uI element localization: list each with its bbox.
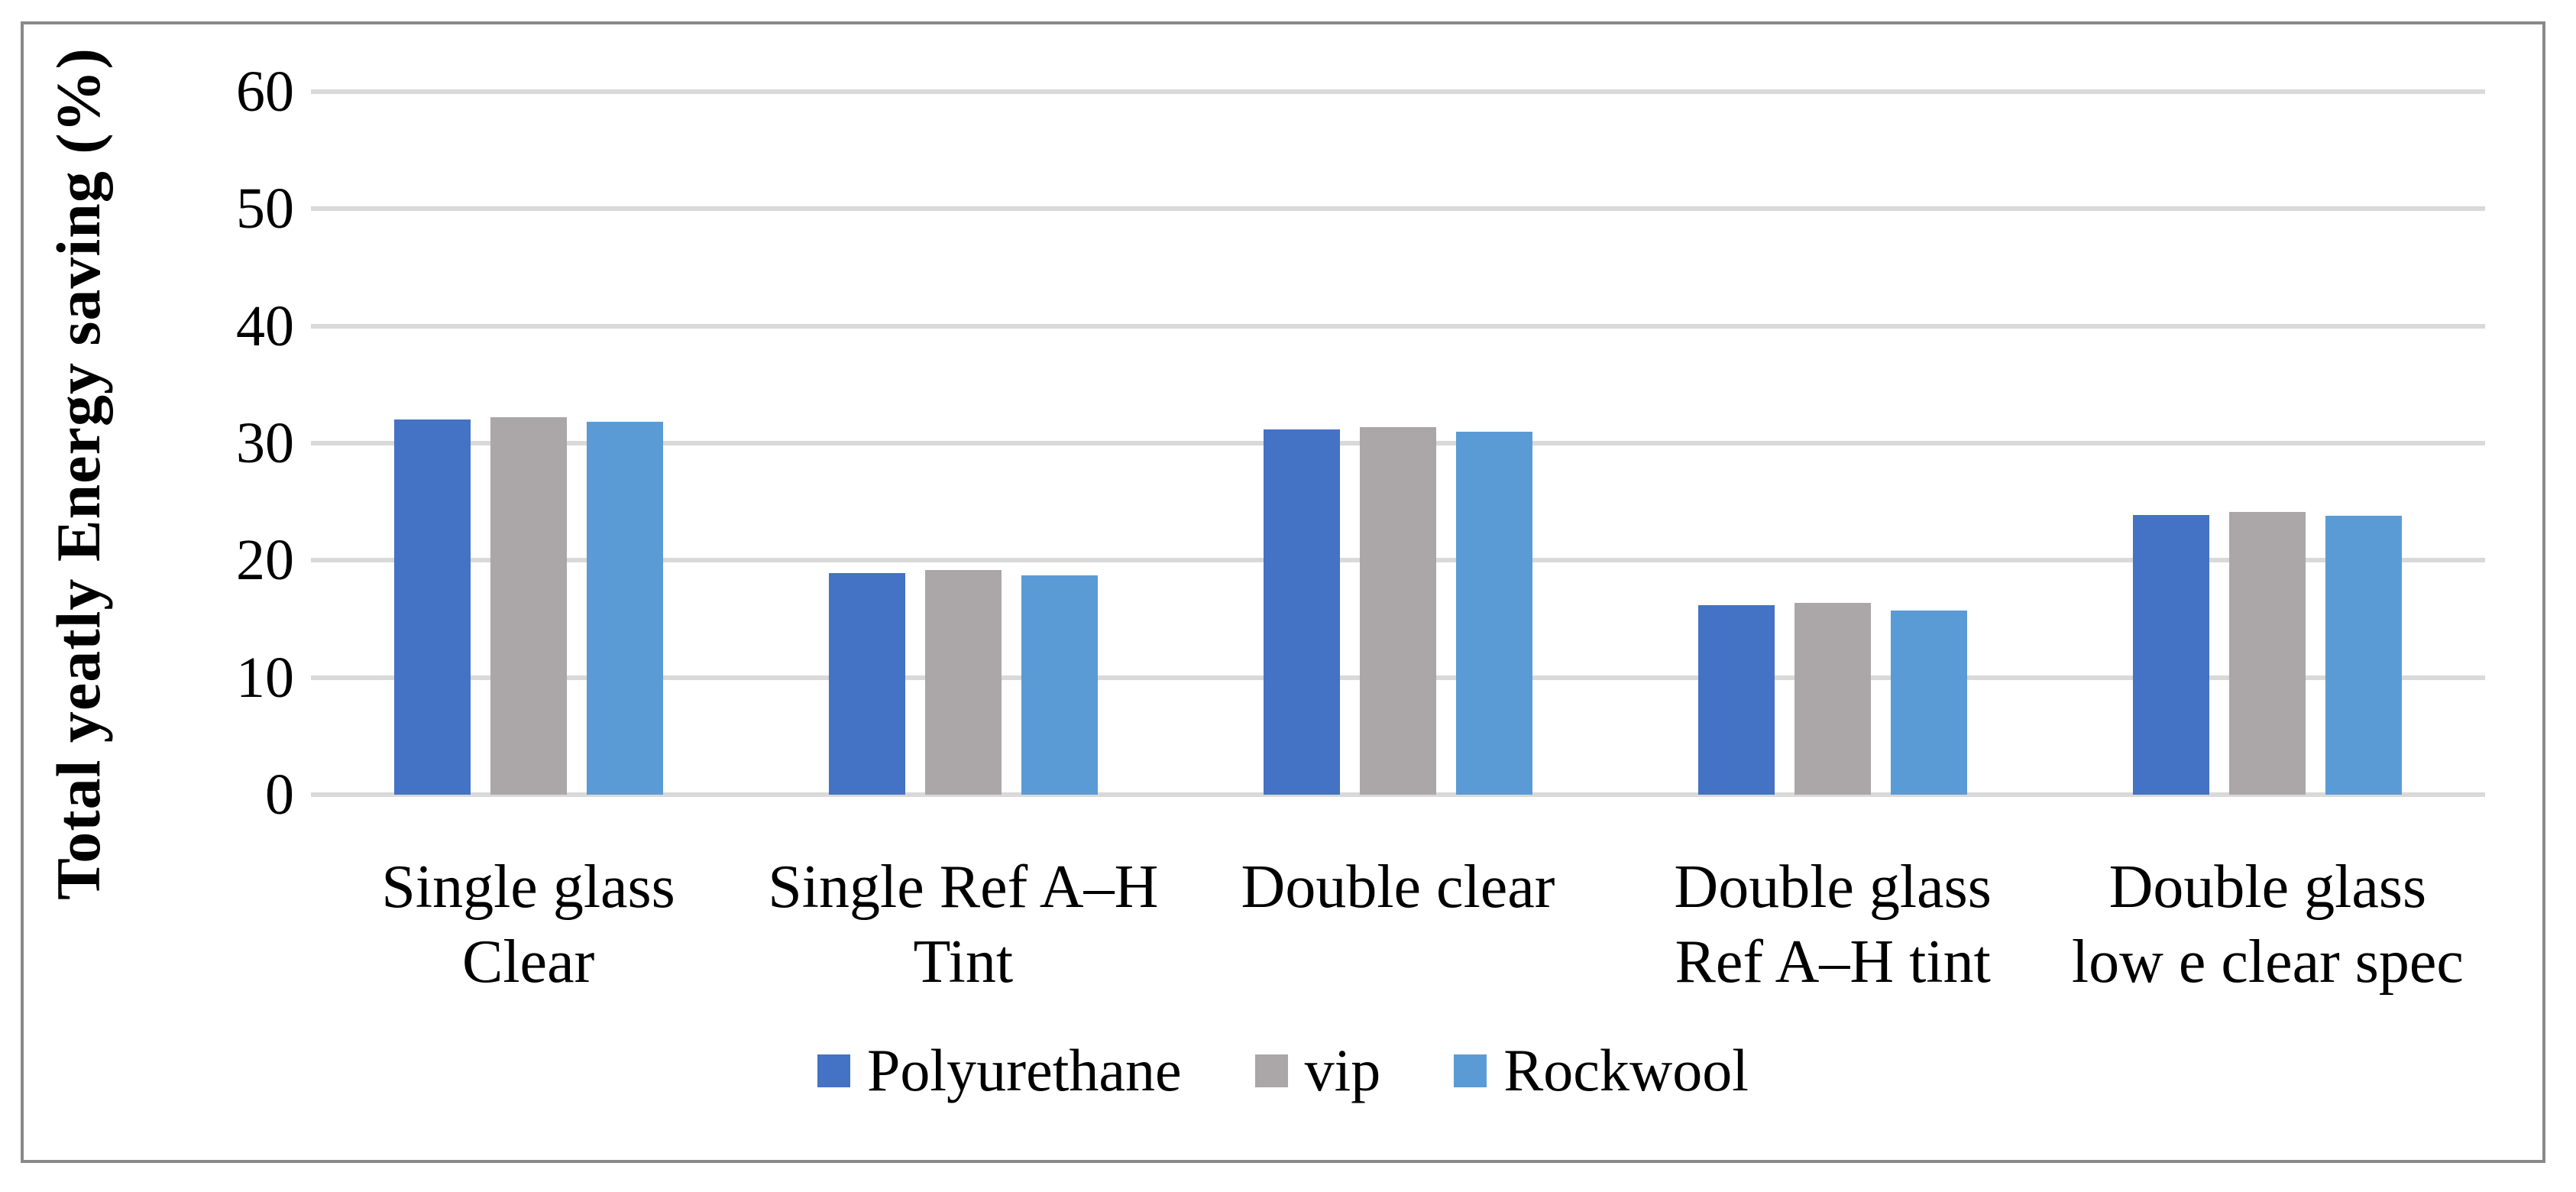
legend-swatch-icon: [1254, 1054, 1288, 1087]
category-label-4: Double glass Ref A–H tint: [1674, 854, 1992, 996]
bar-vip-cat2: [924, 569, 1002, 795]
gridline-40: [311, 323, 2485, 329]
gridline-60: [311, 89, 2485, 94]
legend-swatch-icon: [1454, 1054, 1487, 1087]
legend: Polyurethane vip Rockwool: [21, 1038, 2545, 1103]
gridline-50: [311, 206, 2485, 212]
legend-label: Rockwool: [1503, 1037, 1749, 1103]
y-tick-label-20: 20: [236, 528, 294, 593]
y-tick-label-40: 40: [236, 293, 294, 358]
legend-item-vip: vip: [1254, 1037, 1381, 1103]
bar-vip-cat3: [1360, 426, 1436, 795]
y-tick-label-60: 60: [236, 60, 294, 124]
bar-vip-cat5: [2229, 512, 2306, 795]
legend-label: Polyurethane: [867, 1037, 1182, 1103]
bar-polyurethane-cat3: [1264, 429, 1340, 795]
y-axis-title: Total yeatly Energy saving (%): [44, 47, 113, 900]
bar-polyurethane-cat1: [393, 419, 471, 795]
category-label-5: Double glass low e clear spec: [2071, 854, 2464, 996]
y-tick-label-50: 50: [236, 177, 294, 241]
bar-rockwool-cat4: [1891, 611, 1968, 795]
y-tick-label-10: 10: [236, 645, 294, 710]
y-tick-label-0: 0: [265, 763, 294, 827]
bar-polyurethane-cat5: [2133, 514, 2210, 795]
gridline-0: [311, 792, 2485, 797]
category-label-3: Double clear: [1241, 854, 1555, 921]
legend-item-rockwool: Rockwool: [1454, 1038, 1749, 1103]
y-tick-label-30: 30: [236, 411, 294, 475]
legend-item-polyurethane: Polyurethane: [817, 1038, 1182, 1103]
legend-label: vip: [1304, 1037, 1381, 1103]
bar-polyurethane-cat4: [1698, 604, 1775, 795]
bar-rockwool-cat1: [586, 422, 663, 795]
bar-vip-cat4: [1794, 602, 1872, 795]
bar-rockwool-cat3: [1456, 431, 1532, 795]
legend-swatch-icon: [817, 1054, 851, 1087]
category-label-1: Single glass Clear: [381, 854, 675, 996]
bar-rockwool-cat5: [2325, 516, 2403, 795]
bar-rockwool-cat2: [1021, 575, 1098, 795]
bar-vip-cat1: [490, 417, 567, 795]
bar-polyurethane-cat2: [828, 573, 905, 795]
category-label-2: Single Ref A–H Tint: [768, 854, 1159, 996]
